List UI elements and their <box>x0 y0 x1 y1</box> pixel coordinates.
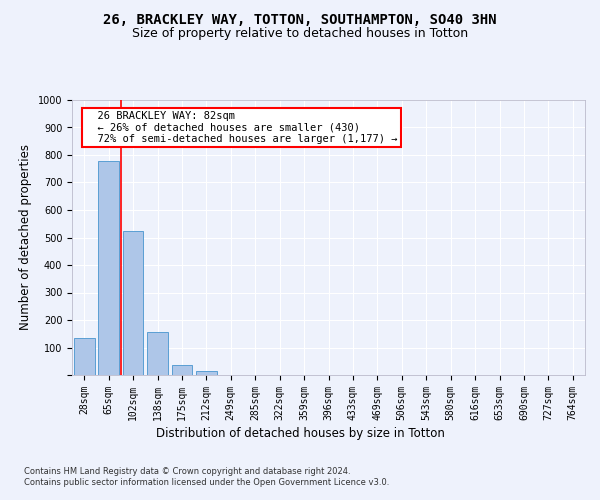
Text: 26, BRACKLEY WAY, TOTTON, SOUTHAMPTON, SO40 3HN: 26, BRACKLEY WAY, TOTTON, SOUTHAMPTON, S… <box>103 12 497 26</box>
Bar <box>74 338 95 375</box>
Text: Size of property relative to detached houses in Totton: Size of property relative to detached ho… <box>132 28 468 40</box>
Text: Contains HM Land Registry data © Crown copyright and database right 2024.
Contai: Contains HM Land Registry data © Crown c… <box>24 468 389 487</box>
Text: Distribution of detached houses by size in Totton: Distribution of detached houses by size … <box>155 428 445 440</box>
Y-axis label: Number of detached properties: Number of detached properties <box>19 144 32 330</box>
Bar <box>98 161 119 375</box>
Bar <box>172 365 193 375</box>
Text: 26 BRACKLEY WAY: 82sqm
  ← 26% of detached houses are smaller (430)
  72% of sem: 26 BRACKLEY WAY: 82sqm ← 26% of detached… <box>85 111 398 144</box>
Bar <box>122 231 143 375</box>
Bar <box>147 332 168 375</box>
Bar <box>196 372 217 375</box>
